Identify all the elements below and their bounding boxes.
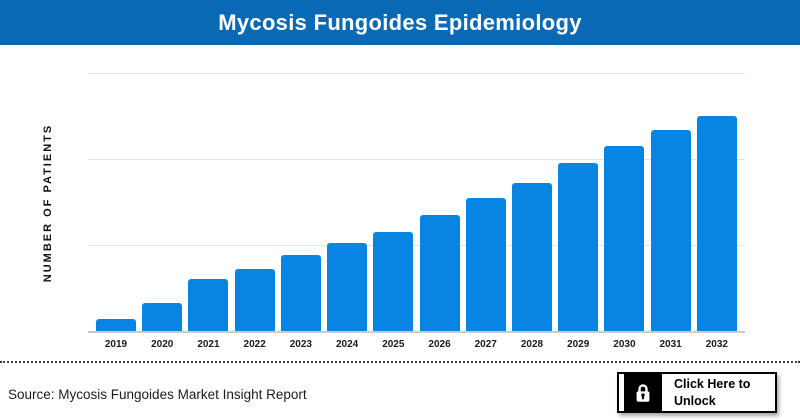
bar-2024 — [327, 243, 368, 331]
gridline — [88, 73, 745, 74]
x-tick-2023: 2023 — [289, 339, 312, 350]
bar-2030 — [604, 146, 645, 331]
x-tick-2028: 2028 — [520, 339, 544, 350]
page-title: Mycosis Fungoides Epidemiology — [218, 9, 582, 35]
gridline — [88, 245, 745, 247]
bar-2031 — [650, 129, 691, 331]
bar-2027 — [465, 197, 506, 331]
bar-2022 — [234, 269, 275, 331]
unlock-button[interactable]: Click Here to Unlock — [617, 372, 777, 413]
x-tick-2026: 2026 — [428, 339, 451, 350]
bar-2025 — [373, 232, 414, 331]
bar-2019 — [96, 318, 136, 331]
x-tick-2027: 2027 — [474, 339, 497, 350]
x-tick-2032: 2032 — [705, 339, 728, 350]
bar-2026 — [419, 214, 460, 331]
bar-2032 — [696, 116, 737, 331]
bar-series — [88, 73, 745, 331]
unlock-button-label: Click Here to Unlock — [674, 377, 751, 408]
epidemiology-bar-chart: NUMBER OF PATIENTS 2019 2020 2021 2022 2023 2… — [0, 45, 800, 362]
x-tick-2024: 2024 — [335, 339, 359, 350]
x-tick-2030: 2030 — [613, 339, 636, 350]
y-axis-label: NUMBER OF PATIENTS — [42, 123, 54, 283]
footer: Source: Mycosis Fungoides Market Insight… — [0, 363, 800, 420]
bar-2029 — [558, 163, 599, 331]
bar-2028 — [511, 183, 552, 331]
dotted-separator — [0, 361, 800, 363]
x-tick-2020: 2020 — [151, 339, 174, 350]
x-tick-2019: 2019 — [104, 339, 128, 350]
source-text: Source: Mycosis Fungoides Market Insight… — [8, 387, 307, 402]
x-axis-labels: 2019 2020 2021 2022 2023 2024 2025 2026 2027 2028… — [88, 339, 745, 350]
header-bar: Mycosis Fungoides Epidemiology — [0, 0, 800, 45]
lock-icon — [624, 374, 662, 411]
x-tick-2031: 2031 — [659, 339, 682, 350]
bar-2020 — [142, 302, 183, 331]
gridline — [88, 159, 745, 161]
x-tick-2025: 2025 — [382, 339, 405, 350]
x-tick-2029: 2029 — [567, 339, 590, 350]
bar-2023 — [280, 255, 321, 331]
x-tick-2022: 2022 — [243, 339, 266, 350]
plot-area — [88, 73, 745, 333]
bar-2021 — [188, 279, 229, 331]
x-tick-2021: 2021 — [197, 339, 220, 350]
